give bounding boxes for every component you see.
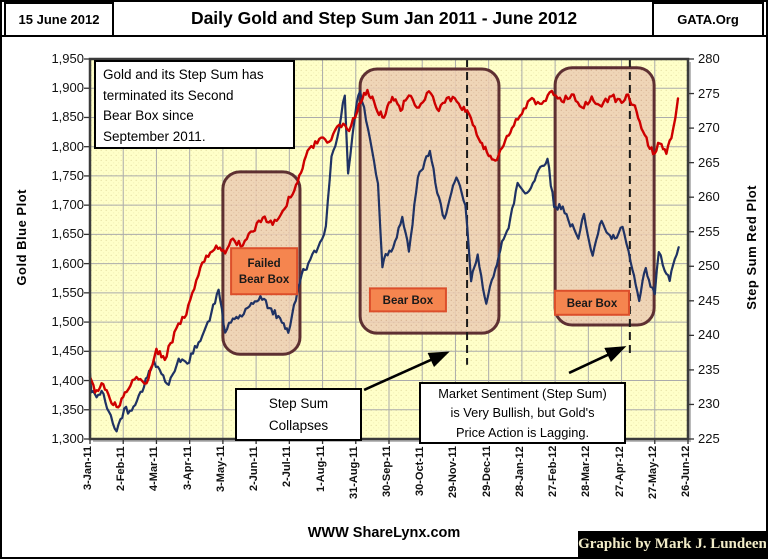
- website-label: WWW ShareLynx.com: [307, 525, 461, 541]
- right-axis-tick-label: 240: [698, 327, 720, 343]
- x-axis-tick-label: 3-Apr-11: [181, 446, 194, 491]
- x-axis-tick-label: 2-Feb-11: [115, 446, 128, 491]
- gold-line-series: [88, 90, 680, 433]
- left-axis-tick-label: 1,350: [51, 401, 84, 417]
- left-axis-tick-label: 1,900: [51, 80, 84, 96]
- x-axis-tick-label: 28-Mar-12: [580, 446, 593, 498]
- right-axis-tick-label: 280: [698, 51, 720, 66]
- annotation-line: is Very Bullish, but Gold's: [450, 405, 595, 421]
- annotation-line: Gold and its Step Sum has: [103, 67, 264, 82]
- annotation-arrow: [363, 351, 450, 392]
- x-axis-tick-label: 3-Jan-11: [82, 446, 94, 491]
- left-axis-tick-label: 1,600: [51, 255, 84, 271]
- left-axis-tick-label: 1,850: [51, 109, 84, 125]
- org-box: GATA.Org: [652, 2, 764, 37]
- header-strip: [2, 2, 766, 37]
- x-axis-tick-label: 2-Jun-11: [248, 446, 261, 491]
- bear-box-label-text: Failed: [247, 258, 280, 270]
- x-axis-tick-label: 4-Mar-11: [148, 446, 161, 491]
- market-sentiment-box: Market Sentiment (Step Sum) is Very Bulli…: [419, 382, 626, 444]
- org-label: GATA.Org: [677, 12, 739, 27]
- right-axis-title: Step Sum Red Plot: [744, 185, 759, 310]
- x-axis-tick-label: 27-Apr-12: [613, 446, 626, 497]
- x-axis-tick-label: 30-Oct-11: [414, 446, 427, 496]
- left-axis-tick-label: 1,500: [51, 314, 84, 330]
- x-axis-tick-label: 29-Nov-11: [447, 446, 460, 498]
- left-axis-tick-label: 1,300: [51, 431, 84, 446]
- plot-border: [88, 57, 690, 441]
- left-axis-tick-label: 1,800: [51, 138, 84, 154]
- left-axis-tick-label: 1,400: [51, 372, 84, 388]
- annotation-line: Price Action is Lagging.: [455, 424, 590, 440]
- page-title: Daily Gold and Step Sum Jan 2011 - June …: [190, 8, 578, 28]
- bear-box-label: [553, 289, 630, 316]
- x-axis-tick-label: 26-Jun-12: [680, 446, 692, 498]
- right-axis-tick-label: 225: [698, 431, 720, 446]
- annotation-line: Step Sum: [268, 395, 329, 411]
- annotation-arrow: [568, 346, 627, 375]
- note-annotation-box: Gold and its Step Sum has terminated its …: [94, 60, 295, 149]
- bear-box-label: [230, 247, 299, 296]
- x-axis-tick-label: 31-Aug-11: [347, 446, 360, 499]
- left-axis-tick-label: 1,950: [51, 51, 84, 66]
- right-axis-tick-label: 230: [698, 396, 720, 412]
- x-axis-tick-label: 27-May-12: [646, 446, 659, 500]
- annotation-line: Market Sentiment (Step Sum): [438, 385, 607, 401]
- left-axis-tick-label: 1,650: [51, 226, 84, 242]
- bear-box-label: [368, 287, 447, 313]
- left-axis-title: Gold Blue Plot: [14, 189, 29, 286]
- left-axis-tick-label: 1,450: [51, 343, 84, 359]
- bear-box-label-text: Bear Box: [567, 298, 618, 310]
- left-axis-tick-label: 1,550: [51, 284, 84, 300]
- credit-box: Graphic by Mark J. Lundeen: [578, 531, 766, 557]
- date-label: 15 June 2012: [18, 12, 100, 27]
- annotation-line: Collapses: [268, 417, 329, 433]
- bear-box-label-text: Bear Box: [383, 295, 434, 307]
- x-axis-tick-label: 30-Sep-11: [381, 446, 393, 498]
- x-axis-tick-label: 2-Jul-11: [281, 446, 294, 487]
- annotation-line: terminated its Second: [103, 87, 234, 103]
- annotation-line: Bear Box since: [103, 108, 194, 123]
- right-axis-tick-label: 260: [698, 189, 720, 205]
- right-axis-tick-label: 235: [698, 361, 720, 377]
- bear-box: [358, 67, 501, 335]
- step-sum-collapses-box: Step Sum Collapses: [235, 388, 362, 441]
- date-box: 15 June 2012: [4, 2, 114, 37]
- annotation-line: September 2011.: [103, 128, 206, 144]
- left-axis-tick-label: 1,700: [51, 197, 84, 213]
- x-axis-tick-label: 28-Jan-12: [513, 446, 526, 497]
- bear-box-label-text: Bear Box: [239, 274, 290, 286]
- x-axis-tick-label: 1-Aug-11: [314, 446, 327, 493]
- bear-box: [553, 66, 656, 327]
- left-axis-tick-label: 1,750: [51, 167, 84, 183]
- stepsum-line-series: [88, 88, 680, 409]
- right-axis-tick-label: 275: [698, 85, 720, 101]
- x-axis-tick-label: 29-Dec-11: [480, 446, 493, 498]
- right-axis-tick-label: 255: [698, 223, 720, 239]
- right-axis-tick-label: 265: [698, 154, 720, 170]
- x-axis-tick-label: 27-Feb-12: [547, 446, 560, 498]
- right-axis-tick-label: 250: [698, 258, 720, 274]
- right-axis-tick-label: 245: [698, 292, 720, 308]
- right-axis-tick-label: 270: [698, 120, 720, 136]
- x-axis-tick-label: 3-May-11: [214, 446, 227, 493]
